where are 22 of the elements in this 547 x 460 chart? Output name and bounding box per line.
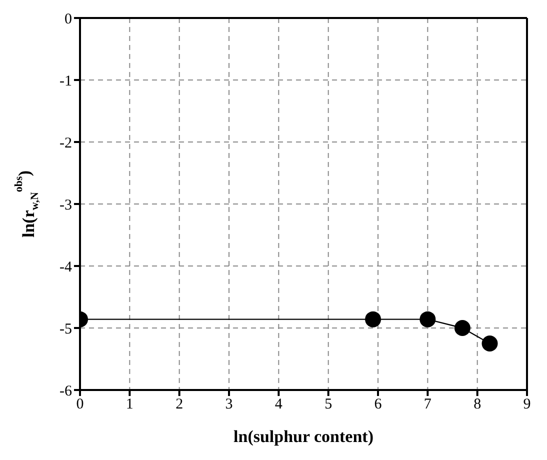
y-tick-label: -1 [60, 73, 72, 90]
y-tick-label: -6 [60, 383, 72, 400]
x-tick-label: 1 [126, 396, 134, 413]
x-tick-label: 3 [225, 396, 233, 413]
x-axis-title: ln(sulphur content) [234, 427, 374, 446]
point [482, 336, 498, 352]
y-tick-label: -3 [60, 197, 72, 214]
x-tick-label: 0 [76, 396, 84, 413]
x-tick-label: 8 [474, 396, 482, 413]
point [454, 320, 470, 336]
x-tick-label: 2 [176, 396, 184, 413]
x-tick-label: 4 [274, 396, 283, 413]
point [420, 311, 436, 328]
y-tick-label: 0 [64, 11, 72, 28]
point [365, 311, 382, 328]
x-tick-label: 6 [374, 396, 382, 413]
y-tick-label: -2 [60, 135, 72, 152]
y-tick-label: -5 [60, 321, 72, 338]
y-tick-label: -4 [60, 259, 72, 276]
x-tick-label: 9 [523, 396, 531, 413]
x-tick-label: 5 [324, 396, 332, 413]
x-tick-label: 7 [424, 396, 432, 413]
